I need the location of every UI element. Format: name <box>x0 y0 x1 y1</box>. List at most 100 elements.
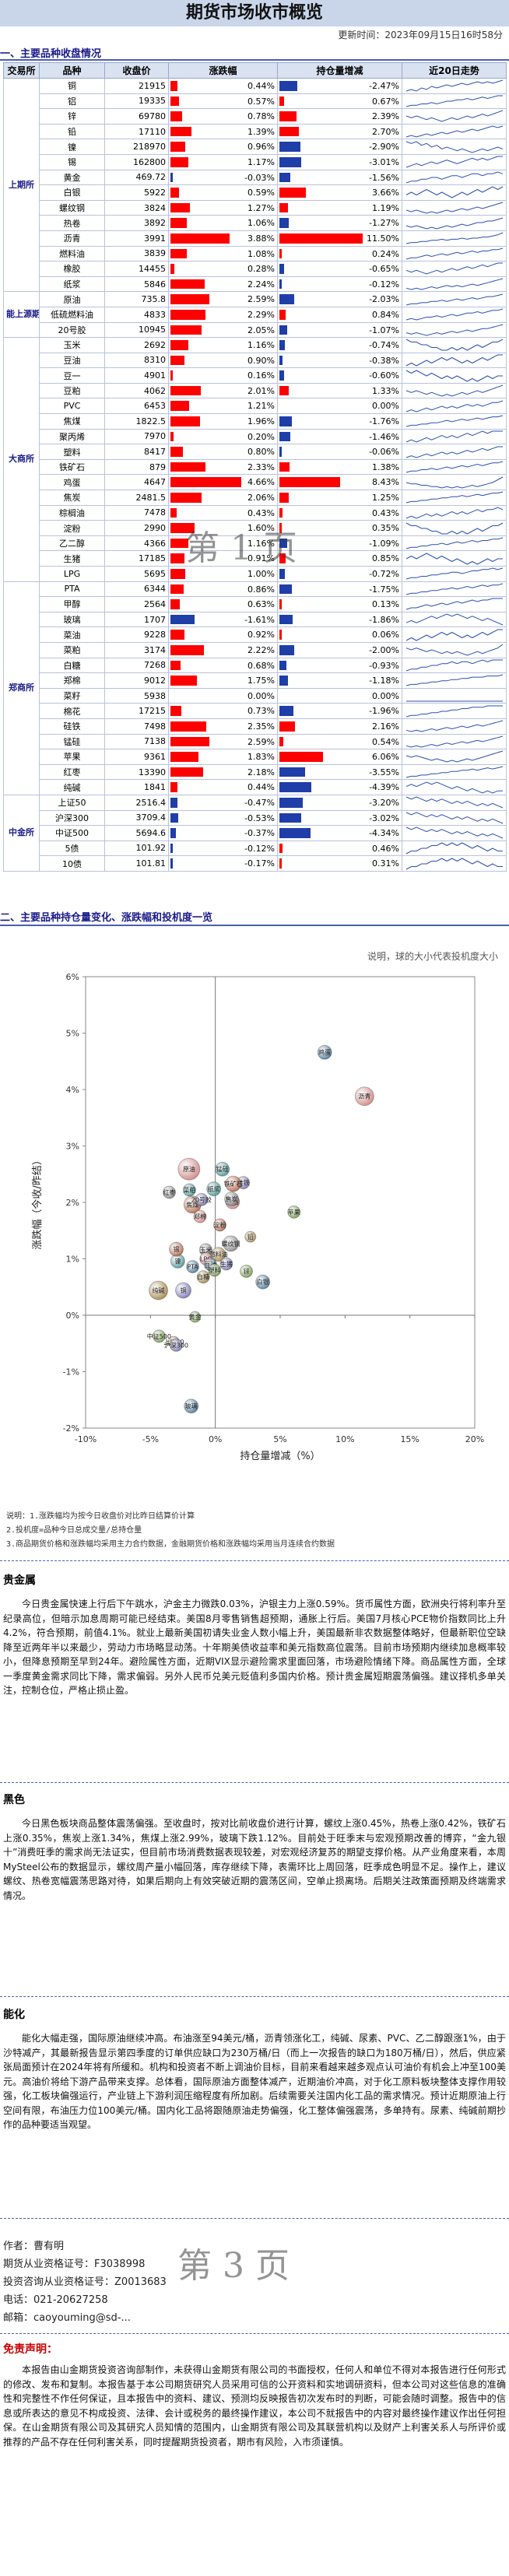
product-name: 纸浆 <box>39 275 105 293</box>
oi-change-value: 0.13% <box>372 599 399 610</box>
sparkline-line <box>405 156 503 168</box>
oi-change-value: -1.56% <box>369 172 399 183</box>
table-row: 菜籽 5938 0.00% 0.00% <box>4 687 507 704</box>
sparkline <box>405 522 504 535</box>
bubble-label: 铅 <box>247 1233 254 1241</box>
close-price: 9228 <box>104 626 169 643</box>
oi-change-cell: 1.19% <box>277 199 402 216</box>
trend-cell <box>402 809 507 826</box>
oi-change-cell: 0.00% <box>277 398 402 415</box>
change-cell: 2.33% <box>168 458 278 476</box>
bubble-label: 镍 <box>174 1257 181 1265</box>
sparkline <box>405 446 503 458</box>
note-line: 2.投机度=品种今日总成交量/总持仓量 <box>6 1526 142 1535</box>
trend-cell <box>402 215 507 231</box>
oi-change-value: -1.27% <box>369 218 399 229</box>
oi-change-value: -2.00% <box>369 644 399 655</box>
bubble-point <box>189 1311 202 1323</box>
oi-change-value: -1.76% <box>369 416 399 427</box>
change-bar <box>170 142 185 152</box>
oi-change-value: -0.72% <box>369 569 399 579</box>
trend-cell <box>402 413 507 430</box>
oi-change-bar <box>279 416 293 426</box>
change-value: 0.59% <box>247 188 275 198</box>
trend-cell <box>402 337 507 353</box>
change-bar <box>170 584 184 595</box>
sparkline <box>405 278 504 290</box>
close-price: 4647 <box>104 474 169 491</box>
y-tick-label: -1% <box>63 1367 79 1377</box>
change-value: 0.16% <box>247 370 275 381</box>
bubble-label: 锰硅 <box>216 1165 229 1173</box>
oi-change-bar <box>279 858 283 869</box>
table-row: 热卷 3892 1.06% -1.27% <box>4 215 507 231</box>
oi-change-bar <box>279 156 301 167</box>
sparkline-line <box>405 659 503 672</box>
sparkline-line <box>405 842 503 855</box>
sparkline-line <box>405 720 504 732</box>
product-name: 棉花 <box>39 703 105 719</box>
sparkline <box>405 567 504 580</box>
trend-cell <box>402 550 507 567</box>
table-row: 纸浆 5846 2.24% -0.12% <box>4 275 507 293</box>
exchange-cell: 大商所 <box>3 337 40 582</box>
bubble-point <box>211 1247 226 1262</box>
product-name: 淀粉 <box>39 520 105 536</box>
oi-change-value: 0.67% <box>372 96 399 107</box>
divider <box>0 2218 509 2219</box>
change-bar <box>170 172 173 183</box>
table-row: 10债 101.81 -0.17% 0.31% <box>4 855 507 872</box>
close-price: 2990 <box>104 520 169 536</box>
product-name: 白银 <box>39 184 105 201</box>
oi-change-bar <box>279 752 324 762</box>
sparkline <box>405 141 504 153</box>
oi-change-cell: -2.47% <box>277 78 402 94</box>
close-price: 735.8 <box>104 291 169 307</box>
sparkline-line <box>405 430 503 443</box>
change-cell: 2.59% <box>168 291 278 307</box>
product-name: 铅 <box>39 123 105 140</box>
change-bar <box>170 676 198 686</box>
change-bar <box>170 493 202 503</box>
bubble-point <box>193 1209 207 1223</box>
change-value: 0.44% <box>247 782 275 793</box>
oi-change-bar <box>279 172 291 183</box>
bubble-label: 原油 <box>183 1165 195 1173</box>
author-mail[interactable]: 邮箱：caoyouming@sd-... <box>3 2312 131 2324</box>
oi-change-value: 2.39% <box>372 111 399 122</box>
section2-divider <box>0 925 509 926</box>
product-name: 20号胶 <box>39 321 105 339</box>
sparkline-line <box>405 79 504 92</box>
trend-cell <box>402 398 507 415</box>
change-cell: 0.16% <box>168 367 278 384</box>
bubble-label: 螺纹钢 <box>222 1240 240 1248</box>
sparkline-line <box>405 674 504 686</box>
sparkline <box>405 461 504 473</box>
table-row: 甲醇 2564 0.63% 0.13% <box>4 596 507 612</box>
table-row: 低硫燃料油 4833 2.29% 0.84% <box>4 306 507 323</box>
trend-cell <box>402 763 507 781</box>
oi-change-value: 8.43% <box>372 477 399 488</box>
close-price: 7970 <box>104 428 169 445</box>
product-name: 燃料油 <box>39 245 105 262</box>
close-price: 5846 <box>104 275 169 293</box>
table-row: 铝 19335 0.57% 0.67% <box>4 93 507 110</box>
article-body-energy: 能化大幅走强，国际原油继续冲高。布油涨至94美元/桶，沥青领涨化工，纯碱、尿素、… <box>3 2033 506 2130</box>
trend-cell <box>402 382 507 399</box>
table-row: 菜粕 3174 2.22% -2.00% <box>4 641 507 658</box>
close-price: 3174 <box>104 641 169 658</box>
oi-change-cell: -1.75% <box>277 581 402 598</box>
close-price: 4062 <box>104 382 169 399</box>
close-price: 21915 <box>104 78 169 94</box>
bubble-point <box>223 1235 239 1252</box>
article-body-ferrous: 今日黑色板块商品整体震荡偏强。至收盘时，按对比前收盘价进行计算，螺纹上涨0.45… <box>3 1818 506 1901</box>
change-cell: 2.59% <box>168 733 278 750</box>
change-bar <box>170 660 181 671</box>
change-bar <box>170 401 189 412</box>
change-value: 1.21% <box>247 401 275 412</box>
sparkline-line <box>405 247 504 260</box>
change-value: -1.61% <box>244 614 275 625</box>
change-cell: 1.75% <box>168 672 278 689</box>
oi-change-cell: -1.56% <box>277 169 402 186</box>
sparkline <box>405 400 504 412</box>
